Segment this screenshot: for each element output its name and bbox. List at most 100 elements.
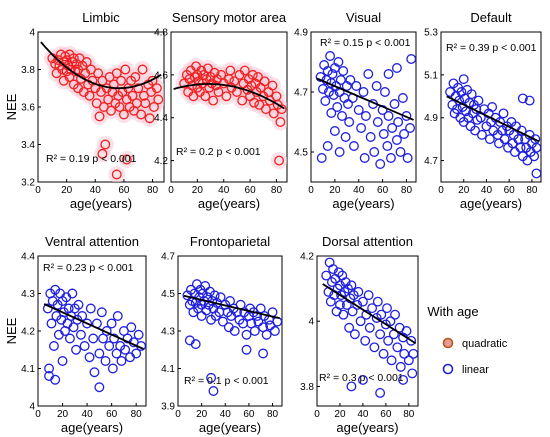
data-point	[76, 329, 86, 340]
data-point	[405, 123, 415, 133]
x-tick-label: 40	[353, 185, 365, 196]
data-point	[269, 326, 280, 336]
data-point	[131, 348, 142, 359]
data-point	[364, 322, 375, 333]
data-point	[106, 318, 117, 329]
data-point	[84, 352, 95, 363]
data-point	[369, 342, 380, 353]
fit-line	[173, 83, 285, 110]
data-point	[393, 117, 404, 127]
data-point	[326, 108, 337, 118]
y-tick-label: 4.9	[424, 113, 438, 124]
data-point	[365, 132, 376, 142]
data-point	[46, 318, 57, 329]
data-markers	[321, 257, 418, 398]
data-point	[190, 339, 201, 350]
point-halo	[108, 166, 126, 182]
y-tick-label: 5.1	[424, 70, 438, 81]
y-tick-label: 4.2	[300, 252, 314, 263]
x-tick-label: 20	[334, 409, 346, 420]
data-point	[144, 113, 155, 124]
data-point	[343, 99, 353, 109]
y-tick-label: 4.6	[154, 70, 168, 81]
legend: With age quadratic linear	[427, 304, 507, 376]
data-point	[385, 316, 396, 327]
data-point	[531, 142, 541, 153]
data-point	[461, 106, 471, 117]
data-point	[64, 72, 75, 82]
data-point	[390, 309, 400, 320]
data-point	[229, 326, 240, 336]
data-point	[213, 87, 224, 97]
data-point	[338, 309, 349, 320]
data-point	[276, 104, 287, 115]
data-point	[259, 76, 270, 87]
y-tick-label: 4.7	[294, 88, 308, 99]
data-point	[274, 155, 285, 166]
data-point	[71, 58, 82, 69]
data-point	[382, 141, 393, 151]
data-point	[383, 335, 394, 346]
data-point	[151, 83, 162, 94]
y-tick-label: 4.7	[424, 156, 438, 167]
data-point	[524, 95, 535, 106]
legend-label: quadratic	[462, 338, 508, 350]
x-tick-label: 60	[106, 409, 118, 420]
data-point	[407, 368, 418, 379]
data-point	[94, 348, 105, 359]
x-tick-label: 80	[267, 409, 279, 420]
data-point	[126, 322, 137, 333]
data-point	[531, 168, 541, 179]
fit-annotation: R² = 0.2 p < 0.001	[176, 146, 261, 158]
x-tick-label: 80	[401, 185, 413, 196]
data-point	[97, 148, 108, 159]
data-point	[258, 348, 269, 359]
data-point	[61, 55, 72, 66]
fit-line	[40, 41, 162, 90]
data-point	[130, 72, 141, 82]
y-tick-label: 4.3	[21, 289, 35, 300]
data-point	[445, 87, 456, 97]
x-tick-label: 60	[380, 409, 392, 420]
data-point	[208, 386, 219, 396]
data-point	[247, 69, 258, 80]
data-point	[332, 102, 343, 112]
data-point	[261, 329, 272, 340]
x-tick-label: 80	[403, 409, 415, 420]
point-halo	[118, 151, 136, 168]
fit-line	[183, 294, 280, 320]
y-tick-label: 4.5	[294, 148, 308, 159]
point-halo	[93, 145, 111, 163]
data-point	[363, 290, 374, 301]
x-axis-label: age(years)	[199, 420, 261, 435]
y-axis-label: NEE	[4, 93, 19, 120]
data-point	[112, 311, 123, 321]
data-point	[326, 277, 337, 288]
data-point	[200, 91, 211, 102]
x-tick-label: 40	[357, 409, 369, 420]
x-tick-label: 40	[220, 409, 232, 420]
data-point	[241, 344, 252, 355]
data-point	[402, 153, 413, 163]
x-tick-label: 60	[377, 185, 389, 196]
data-point	[398, 374, 409, 385]
data-point	[351, 81, 362, 91]
x-axis-label: age(years)	[332, 196, 394, 211]
x-tick-label: 0	[35, 409, 41, 420]
data-point	[385, 153, 396, 163]
data-point	[57, 356, 68, 366]
data-point	[380, 87, 390, 97]
legend-label: linear	[462, 364, 489, 376]
data-point	[249, 97, 259, 108]
data-point	[378, 348, 389, 359]
fit-annotation: R² = 0.3 p < 0.001	[319, 372, 404, 384]
data-point	[328, 264, 339, 274]
y-tick-label: 3.4	[21, 140, 35, 151]
x-axis-label: age(years)	[70, 196, 132, 211]
data-point	[352, 299, 363, 310]
x-tick-label: 80	[526, 185, 538, 196]
data-point	[333, 57, 344, 67]
data-point	[522, 155, 533, 166]
x-tick-label: 40	[481, 185, 493, 196]
data-point	[408, 348, 418, 359]
